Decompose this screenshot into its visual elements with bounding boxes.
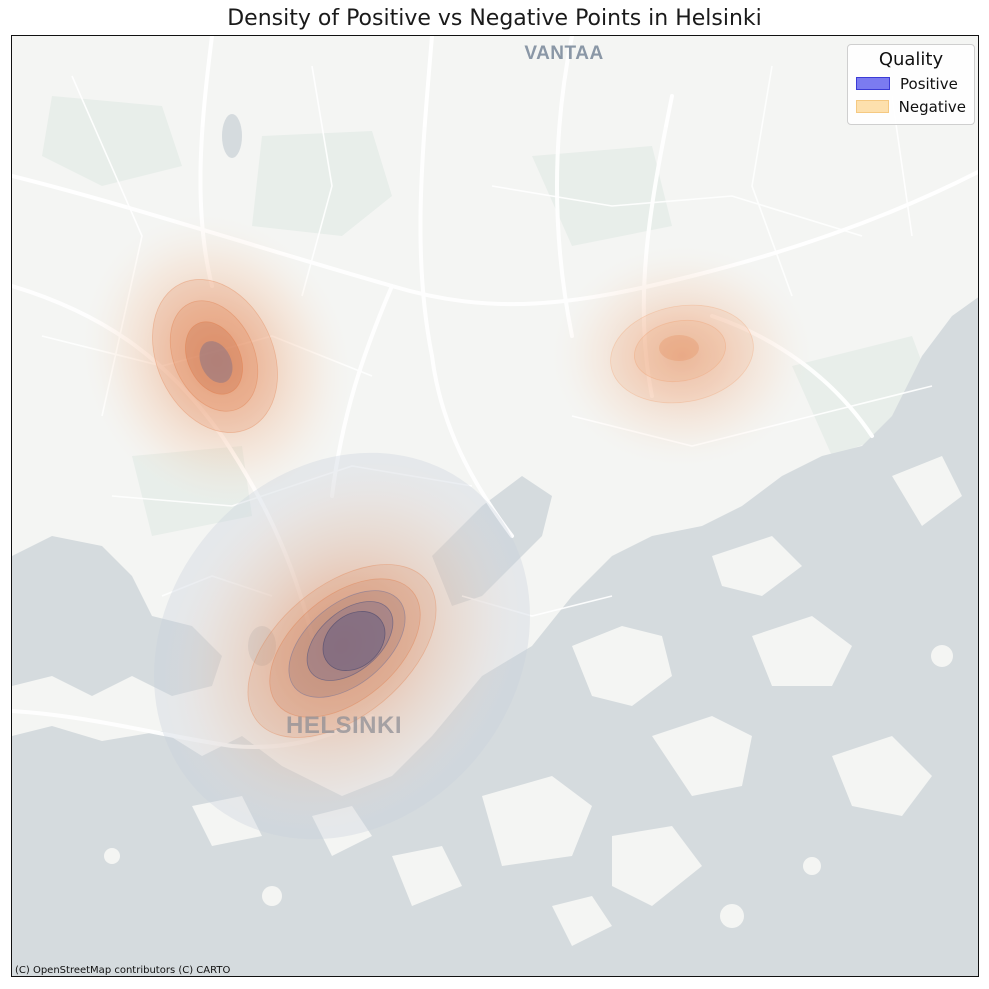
legend-swatch-positive (856, 77, 890, 90)
density-cluster-north-east (552, 246, 812, 466)
legend-item-negative: Negative (856, 95, 966, 118)
map-attribution: (C) OpenStreetMap contributors (C) CARTO (15, 965, 231, 976)
legend: Quality Positive Negative (847, 44, 975, 125)
legend-title: Quality (878, 49, 944, 70)
chart-title: Density of Positive vs Negative Points i… (227, 6, 762, 31)
lake (222, 114, 242, 158)
density-cluster-central (154, 452, 530, 840)
islands (104, 456, 962, 946)
density-cluster-north-west (83, 214, 351, 508)
map-label-helsinki: HELSINKI (286, 712, 402, 739)
legend-label-negative: Negative (898, 97, 966, 116)
legend-swatch-negative (856, 100, 889, 113)
legend-item-positive: Positive (856, 72, 966, 95)
map-label-vantaa: VANTAA (524, 43, 603, 64)
map-canvas[interactable]: VANTAA HELSINKI (11, 35, 979, 977)
legend-label-positive: Positive (900, 74, 958, 93)
